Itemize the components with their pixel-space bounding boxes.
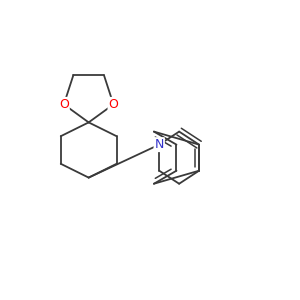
Text: N: N (154, 138, 164, 151)
Text: O: O (59, 98, 69, 111)
Text: O: O (109, 98, 118, 111)
